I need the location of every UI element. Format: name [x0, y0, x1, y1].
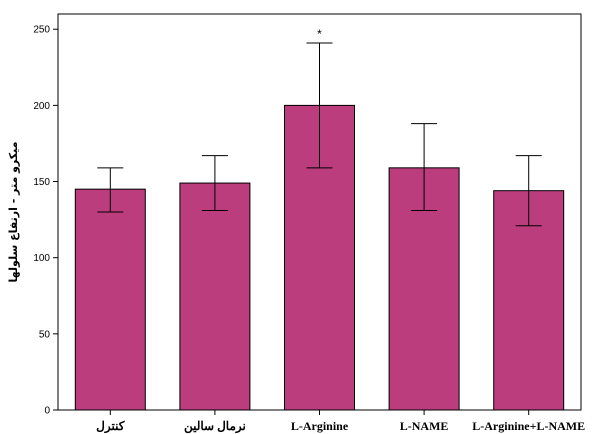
- bars: [74, 104, 565, 411]
- y-tick-label: 100: [33, 253, 50, 264]
- y-tick-label: 250: [33, 25, 50, 36]
- y-tick-label: 50: [39, 329, 51, 340]
- significance-marker: *: [317, 27, 322, 41]
- x-category-label: نرمال سالین: [184, 419, 246, 434]
- y-axis-title: میکرو متر - ارتفاع سلولها: [7, 142, 20, 283]
- y-tick-label: 0: [44, 406, 50, 417]
- x-category-label: L-NAME: [400, 419, 449, 433]
- x-category-label: L-Arginine+L-NAME: [472, 419, 585, 433]
- x-category-label: کنترل: [96, 419, 125, 434]
- error-bars: *: [97, 27, 542, 227]
- x-axis-labels: کنترل نرمال سالین L-Arginine L-NAME L-Argini…: [96, 410, 585, 434]
- bar: [179, 182, 251, 411]
- y-tick-label: 150: [33, 177, 50, 188]
- bar: [74, 188, 146, 411]
- y-axis: 0 50 100 150 200 250: [33, 25, 58, 417]
- y-tick-label: 200: [33, 101, 50, 112]
- x-category-label: L-Arginine: [291, 419, 349, 433]
